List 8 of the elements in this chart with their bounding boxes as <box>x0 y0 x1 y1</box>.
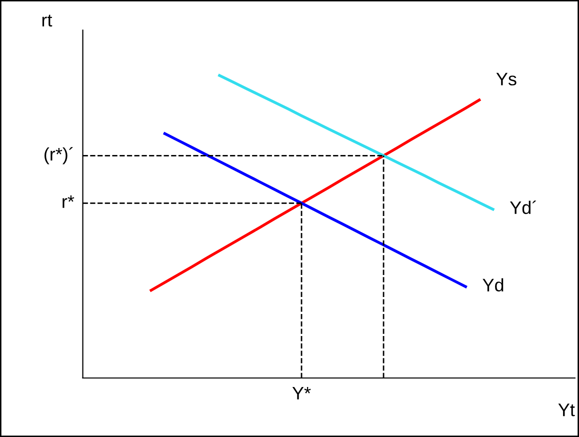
series-label: Yd <box>482 278 504 292</box>
text: Y* <box>292 387 311 400</box>
series-label: Ys <box>496 72 516 86</box>
series-label: Yd´ <box>510 200 536 214</box>
x-axis-title: Yt <box>558 404 575 416</box>
ref-line-label: (r*)´ <box>44 147 73 164</box>
ref-line-label: r* <box>62 195 74 208</box>
y-axis-title: rt <box>42 14 52 27</box>
